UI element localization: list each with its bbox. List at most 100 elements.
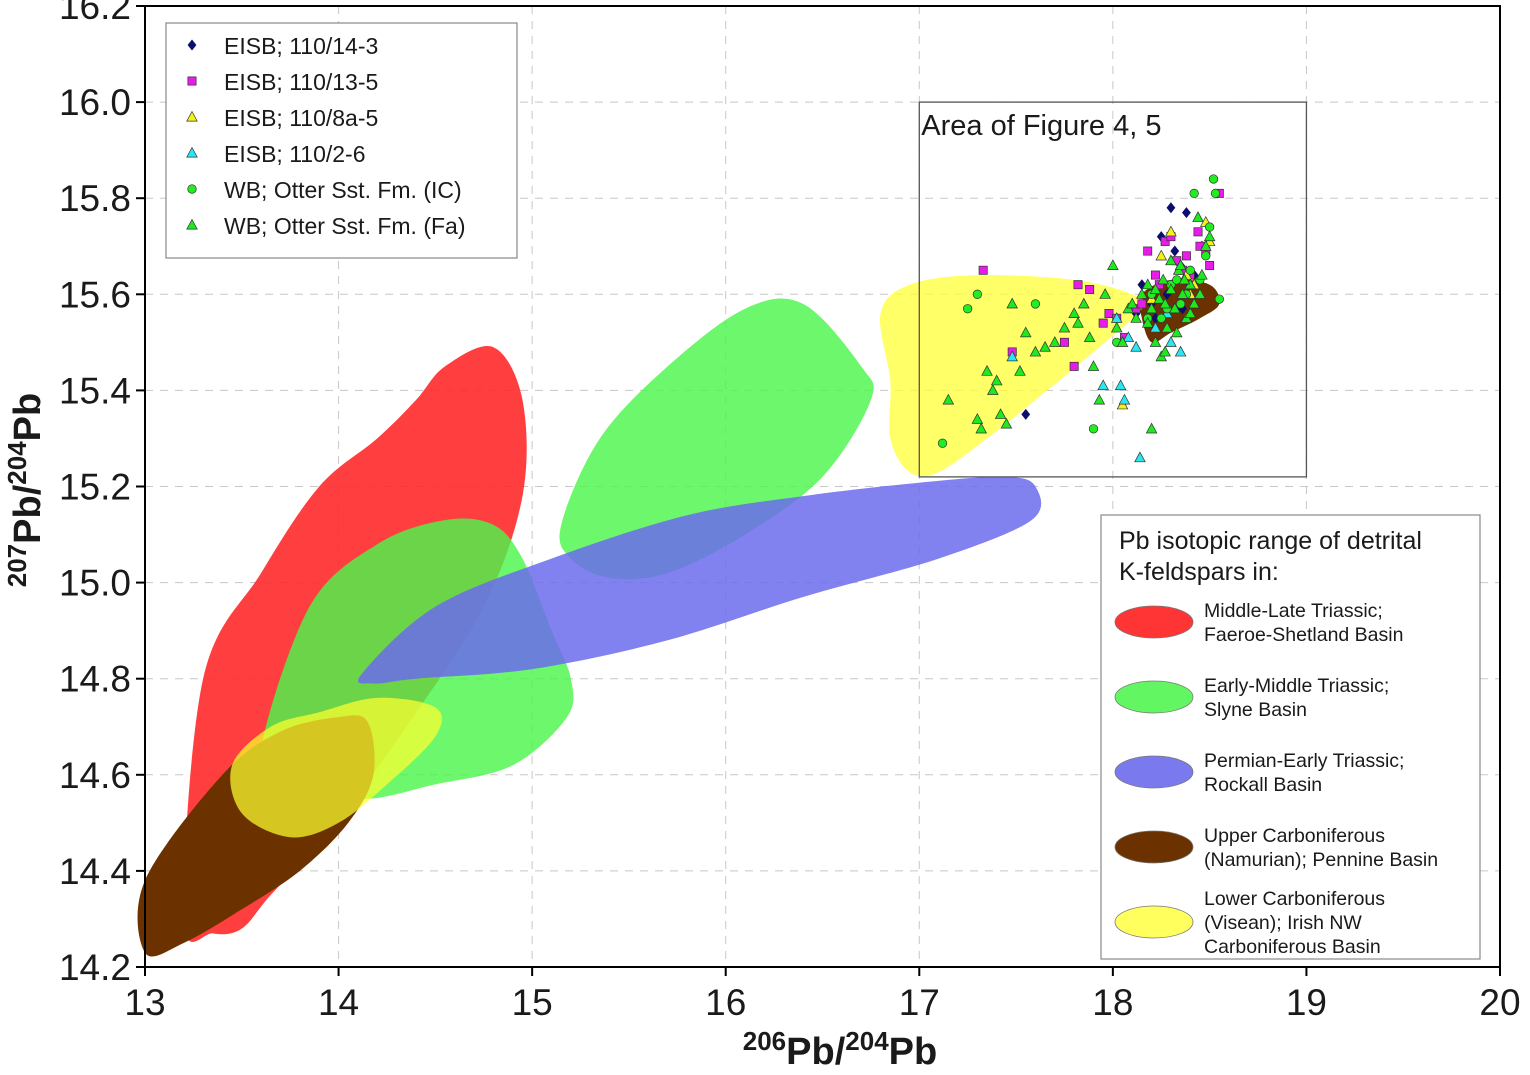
point (1199, 240, 1212, 251)
point (1155, 249, 1168, 261)
range-legend-swatch (1114, 680, 1194, 714)
legend-label: EISB; 110/8a-5 (224, 105, 378, 131)
point (1166, 202, 1176, 214)
y-tick-label: 15.6 (59, 274, 131, 315)
point (1083, 331, 1096, 343)
range-legend-label: Rockall Basin (1204, 774, 1322, 796)
point (1137, 299, 1147, 309)
point (1182, 207, 1191, 219)
point (1088, 424, 1099, 434)
range-legend-swatch (1114, 755, 1194, 789)
point (1069, 361, 1079, 371)
point (994, 408, 1007, 419)
legend-marker (186, 218, 198, 230)
point (1170, 245, 1180, 257)
point (1021, 408, 1031, 420)
point (1059, 337, 1069, 347)
point (1159, 345, 1171, 357)
point (1160, 236, 1170, 246)
point (1068, 307, 1080, 318)
x-tick-label: 15 (512, 982, 553, 1023)
point (1118, 393, 1131, 405)
point (1019, 326, 1032, 338)
y-tick-label: 14.4 (59, 851, 131, 892)
point (942, 393, 955, 405)
point (1188, 297, 1200, 309)
point (1184, 307, 1197, 318)
point (1161, 321, 1173, 333)
point (1210, 188, 1221, 199)
range-legend-title-line-2: K-feldspars in: (1119, 558, 1279, 586)
y-tick-label: 16.0 (59, 82, 131, 123)
point (1107, 259, 1119, 270)
y-tick-label: 14.8 (59, 659, 131, 700)
point (1122, 331, 1135, 343)
y-tick-label: 15.8 (59, 178, 131, 219)
range-legend-swatch (1114, 605, 1194, 639)
legend-label: EISB; 110/2-6 (224, 141, 366, 167)
legend-label: EISB; 110/13-5 (224, 69, 378, 95)
point (1130, 340, 1142, 352)
point (1143, 246, 1153, 256)
y-tick-label: 16.2 (59, 0, 131, 27)
legend-marker (186, 110, 198, 122)
point (1104, 309, 1114, 318)
point (1078, 297, 1090, 309)
legend-marker (186, 146, 198, 158)
legend-label: WB; Otter Sst. Fm. (Fa) (224, 213, 466, 239)
point (1156, 313, 1166, 323)
range-legend-box (1100, 514, 1481, 960)
point (1006, 350, 1019, 362)
point (1174, 259, 1187, 270)
point (1181, 251, 1191, 261)
point (1134, 451, 1146, 463)
point (1214, 294, 1224, 304)
range-region-permian-early-triassic-rockall-basin (357, 476, 1042, 684)
point (978, 265, 988, 275)
y-tick-label: 15.2 (59, 467, 131, 508)
legend-box (165, 22, 518, 259)
point (1141, 278, 1154, 290)
point (1058, 321, 1071, 333)
point (1185, 265, 1195, 275)
point (1149, 336, 1162, 347)
series-eisb-110-2-6 (1006, 307, 1187, 463)
point (1126, 297, 1139, 309)
point (1072, 316, 1084, 328)
range-legend-label: (Namurian); Pennine Basin (1204, 849, 1438, 871)
point (1116, 336, 1129, 347)
annotation-area: Area of Figure 4, 5 (918, 101, 1308, 478)
x-axis-label: 206Pb/204Pb (743, 1026, 937, 1073)
point (1176, 288, 1189, 299)
legend: EISB; 110/14-3 EISB; 110/13-5 EISB; 110/8a… (165, 22, 518, 259)
series-wb-otter-sst-fm-fa (942, 211, 1216, 434)
point (963, 304, 973, 314)
annotation-box (918, 101, 1308, 478)
point (1194, 288, 1206, 299)
legend-marker (187, 184, 197, 194)
point (1203, 230, 1216, 242)
point (975, 422, 988, 434)
y-tick-label: 14.6 (59, 755, 131, 796)
point (1189, 188, 1199, 199)
point (1165, 225, 1177, 237)
point (1098, 318, 1108, 328)
legend-label: WB; Otter Sst. Fm. (IC) (224, 177, 462, 203)
point (1192, 211, 1204, 222)
range-legend-title-line-1: Pb isotopic range of detrital (1119, 527, 1422, 555)
point (1168, 302, 1181, 314)
range-region-early-middle-triassic-slyne-basin (559, 298, 874, 580)
point (1110, 321, 1123, 333)
point (1208, 174, 1219, 184)
point (1149, 283, 1162, 294)
point (1201, 251, 1211, 261)
y-tick-label: 15.4 (59, 370, 131, 411)
point (987, 384, 999, 395)
y-ticks: 14.2 14.4 14.6 14.8 15.0 15.2 15.4 15.6 15.8 16.0… (59, 0, 145, 988)
point (1097, 379, 1109, 391)
point (1196, 268, 1208, 280)
point (1087, 360, 1100, 371)
range-regions (137, 274, 1220, 957)
point (1073, 280, 1083, 290)
